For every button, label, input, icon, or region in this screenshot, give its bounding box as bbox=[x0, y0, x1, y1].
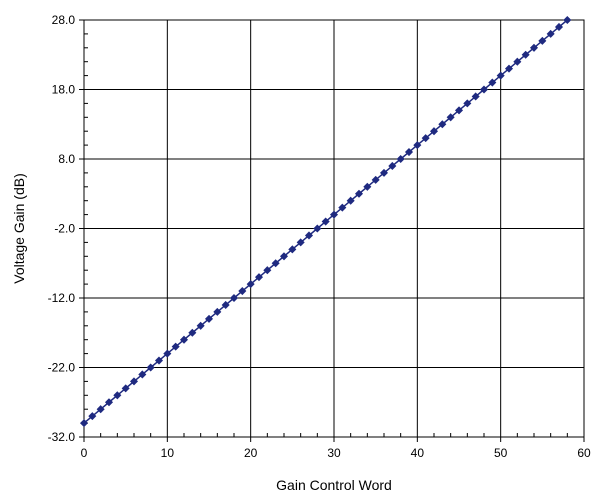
x-axis-title: Gain Control Word bbox=[276, 477, 392, 493]
data-point bbox=[254, 273, 264, 282]
data-point bbox=[79, 419, 89, 428]
data-point bbox=[313, 224, 322, 233]
data-point bbox=[246, 280, 255, 289]
data-point bbox=[279, 252, 289, 261]
data-point bbox=[171, 342, 180, 351]
data-point bbox=[96, 405, 105, 414]
y-tick-label: -12.0 bbox=[48, 291, 76, 305]
data-point bbox=[463, 99, 472, 108]
data-point bbox=[221, 300, 230, 309]
data-point bbox=[396, 154, 405, 164]
data-point bbox=[371, 175, 380, 184]
data-point bbox=[354, 189, 364, 198]
x-tick-label: 60 bbox=[577, 446, 591, 460]
y-tick-label: 8.0 bbox=[58, 152, 75, 166]
data-point bbox=[113, 391, 122, 400]
data-point bbox=[413, 141, 422, 150]
x-tick-label: 50 bbox=[494, 446, 508, 460]
data-point bbox=[304, 231, 314, 240]
data-point bbox=[88, 412, 97, 421]
data-point bbox=[188, 328, 197, 337]
x-tick-label: 30 bbox=[327, 446, 341, 460]
data-point bbox=[554, 22, 564, 31]
data-point bbox=[121, 384, 130, 393]
y-axis-title: Voltage Gain (dB) bbox=[11, 173, 27, 284]
data-point bbox=[363, 182, 372, 191]
x-tick-label: 10 bbox=[161, 446, 175, 460]
data-point bbox=[538, 36, 547, 45]
minor-ticks bbox=[84, 33, 568, 437]
data-point bbox=[146, 363, 155, 372]
data-point bbox=[429, 127, 439, 136]
data-point bbox=[329, 210, 339, 219]
data-point bbox=[488, 78, 497, 87]
y-tick-label: -32.0 bbox=[48, 430, 76, 444]
gridlines bbox=[84, 20, 584, 437]
y-tick-label: 18.0 bbox=[52, 83, 76, 97]
data-point bbox=[404, 148, 414, 157]
data-point bbox=[104, 398, 114, 407]
data-point bbox=[496, 71, 505, 80]
data-point bbox=[271, 259, 280, 268]
y-tick-label: -22.0 bbox=[48, 361, 76, 375]
data-point bbox=[504, 64, 514, 73]
data-point bbox=[513, 57, 522, 66]
data-point bbox=[446, 113, 455, 122]
y-axis-ticks: -32.0 -22.0 -12.0 -2.0 8.0 18.0 28.0 bbox=[48, 13, 84, 444]
data-point bbox=[479, 85, 489, 94]
data-point bbox=[546, 29, 555, 38]
data-point bbox=[296, 238, 305, 247]
data-point bbox=[421, 134, 430, 143]
x-tick-label: 20 bbox=[244, 446, 258, 460]
data-point bbox=[263, 266, 272, 275]
y-tick-label: -2.0 bbox=[54, 222, 75, 236]
data-point bbox=[213, 307, 222, 316]
data-point bbox=[238, 287, 247, 296]
data-point bbox=[154, 356, 164, 365]
x-axis-ticks: 0 10 20 30 40 50 60 bbox=[81, 437, 591, 460]
data-point bbox=[129, 377, 139, 386]
x-tick-label: 0 bbox=[81, 446, 88, 460]
data-point bbox=[438, 120, 447, 129]
data-point bbox=[321, 217, 330, 226]
data-point bbox=[196, 321, 205, 330]
data-point bbox=[338, 203, 347, 212]
data-point bbox=[454, 106, 464, 115]
x-tick-label: 40 bbox=[411, 446, 425, 460]
data-point bbox=[529, 43, 539, 52]
data-point bbox=[204, 314, 214, 323]
data-point bbox=[521, 50, 530, 59]
data-point bbox=[388, 161, 397, 170]
data-point bbox=[288, 245, 297, 254]
data-point bbox=[179, 335, 189, 344]
y-tick-label: 28.0 bbox=[52, 13, 76, 27]
data-point bbox=[379, 168, 389, 177]
data-point bbox=[563, 15, 572, 25]
data-point bbox=[346, 196, 355, 205]
data-point bbox=[163, 349, 172, 358]
series-group bbox=[79, 15, 572, 428]
data-point bbox=[138, 370, 147, 379]
data-point bbox=[471, 92, 480, 101]
data-point bbox=[229, 293, 239, 303]
